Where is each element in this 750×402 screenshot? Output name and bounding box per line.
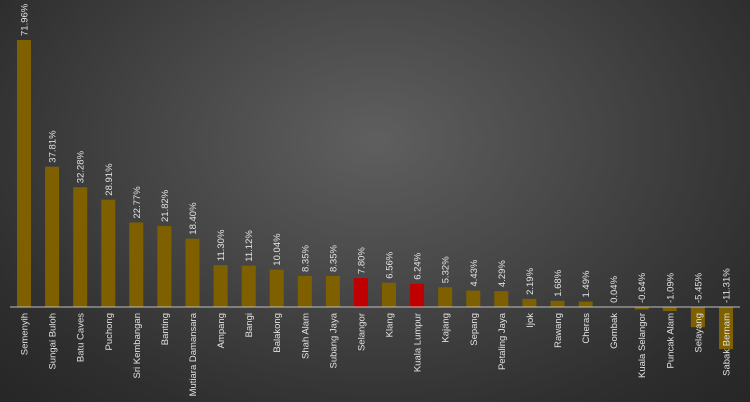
bar-sungai-buloh <box>45 166 60 307</box>
bar-sri-kembangan <box>129 222 144 307</box>
category-labels-layer: Semenyih Sungai Buloh Batu Caves Puchong Sri… <box>20 312 733 396</box>
category-label: Selangor <box>357 313 368 351</box>
data-label: 0.04% <box>609 275 620 302</box>
data-label: 8.35% <box>300 245 311 272</box>
data-label: 7.80% <box>357 247 368 274</box>
bar-ampang <box>213 265 228 307</box>
bar-ijok <box>522 298 537 307</box>
bar-sabak-bernam <box>719 307 733 349</box>
data-label: 6.56% <box>385 251 396 278</box>
bar-klang <box>382 282 396 307</box>
category-label: Gombak <box>609 313 620 349</box>
category-label: Mutiara Damansara <box>188 312 199 396</box>
category-label: Klang <box>385 313 396 337</box>
data-label: -1.09% <box>665 272 676 303</box>
bars-layer <box>17 40 733 349</box>
data-label: 10.04% <box>272 233 283 266</box>
data-label: 28.91% <box>104 163 115 196</box>
data-label: 4.43% <box>469 259 480 286</box>
category-label: Semenyih <box>20 313 31 355</box>
data-label: 2.19% <box>525 267 536 294</box>
bar-bangi <box>241 265 256 307</box>
bar-sepang <box>466 290 481 307</box>
category-label: Sepang <box>469 313 480 346</box>
bar-selangor <box>354 278 368 307</box>
category-label: Batu Caves <box>76 313 87 362</box>
data-label: -11.31% <box>722 268 733 303</box>
bar-kuala-lumpur <box>410 283 425 307</box>
category-label: Selayang <box>693 313 704 353</box>
bar-kuala-selangor <box>634 307 649 310</box>
bar-rawang <box>550 300 565 307</box>
category-label: Puchong <box>104 313 115 351</box>
category-label: Cheras <box>581 313 592 344</box>
bar-banting <box>157 226 172 307</box>
bar-selayang <box>690 307 705 328</box>
bar-puchong <box>101 199 116 307</box>
category-label: Bangi <box>244 313 255 337</box>
category-label: Subang Jaya <box>328 312 339 368</box>
category-label: Kuala Lumpur <box>413 313 424 372</box>
bar-mutiara-damansara <box>185 238 200 307</box>
category-label: Kuala Selangor <box>637 313 648 378</box>
data-label: -0.64% <box>637 272 648 303</box>
category-label: Sungai Buloh <box>48 313 59 370</box>
bar-cheras <box>578 301 593 307</box>
data-label: 18.40% <box>188 202 199 235</box>
bar-balakong <box>269 269 284 307</box>
category-label: Ijok <box>525 313 536 328</box>
data-label: 11.12% <box>244 230 255 262</box>
bar-kajang <box>438 287 453 307</box>
data-labels-layer: 71.96% 37.81% 32.28% 28.91% 22.77% 21.82% 18.4… <box>20 3 733 303</box>
category-label: Sri Kembangan <box>132 313 143 378</box>
data-label: 37.81% <box>48 130 59 163</box>
bar-semenyih <box>17 40 31 307</box>
category-label: Rawang <box>553 313 564 348</box>
category-label: Balakong <box>272 313 283 353</box>
data-label: -5.45% <box>693 272 704 303</box>
bar-petaling-jaya <box>494 291 509 307</box>
data-label: 71.96% <box>20 3 31 36</box>
category-label: Banting <box>160 313 171 345</box>
bar-subang-jaya <box>325 276 340 307</box>
category-label: Kajang <box>441 313 452 343</box>
category-label: Ampang <box>216 313 227 348</box>
data-label: 1.68% <box>553 269 564 296</box>
data-label: 21.82% <box>160 189 171 222</box>
data-label: 22.77% <box>132 186 143 219</box>
bar-batu-caves <box>73 187 88 307</box>
category-label: Petaling Jaya <box>497 312 508 370</box>
data-label: 1.49% <box>581 270 592 297</box>
data-label: 6.24% <box>413 252 424 279</box>
bar-shah-alam <box>297 276 312 307</box>
category-label: Shah Alam <box>300 313 311 359</box>
data-label: 5.32% <box>441 256 452 283</box>
data-label: 32.28% <box>76 150 87 183</box>
bar-puncak-alam <box>662 307 677 311</box>
category-label: Puncak Alam <box>665 313 676 369</box>
category-label: Sabak Bernam <box>722 313 733 376</box>
data-label: 4.29% <box>497 260 508 287</box>
data-label: 8.35% <box>328 245 339 272</box>
data-label: 11.30% <box>216 229 227 261</box>
